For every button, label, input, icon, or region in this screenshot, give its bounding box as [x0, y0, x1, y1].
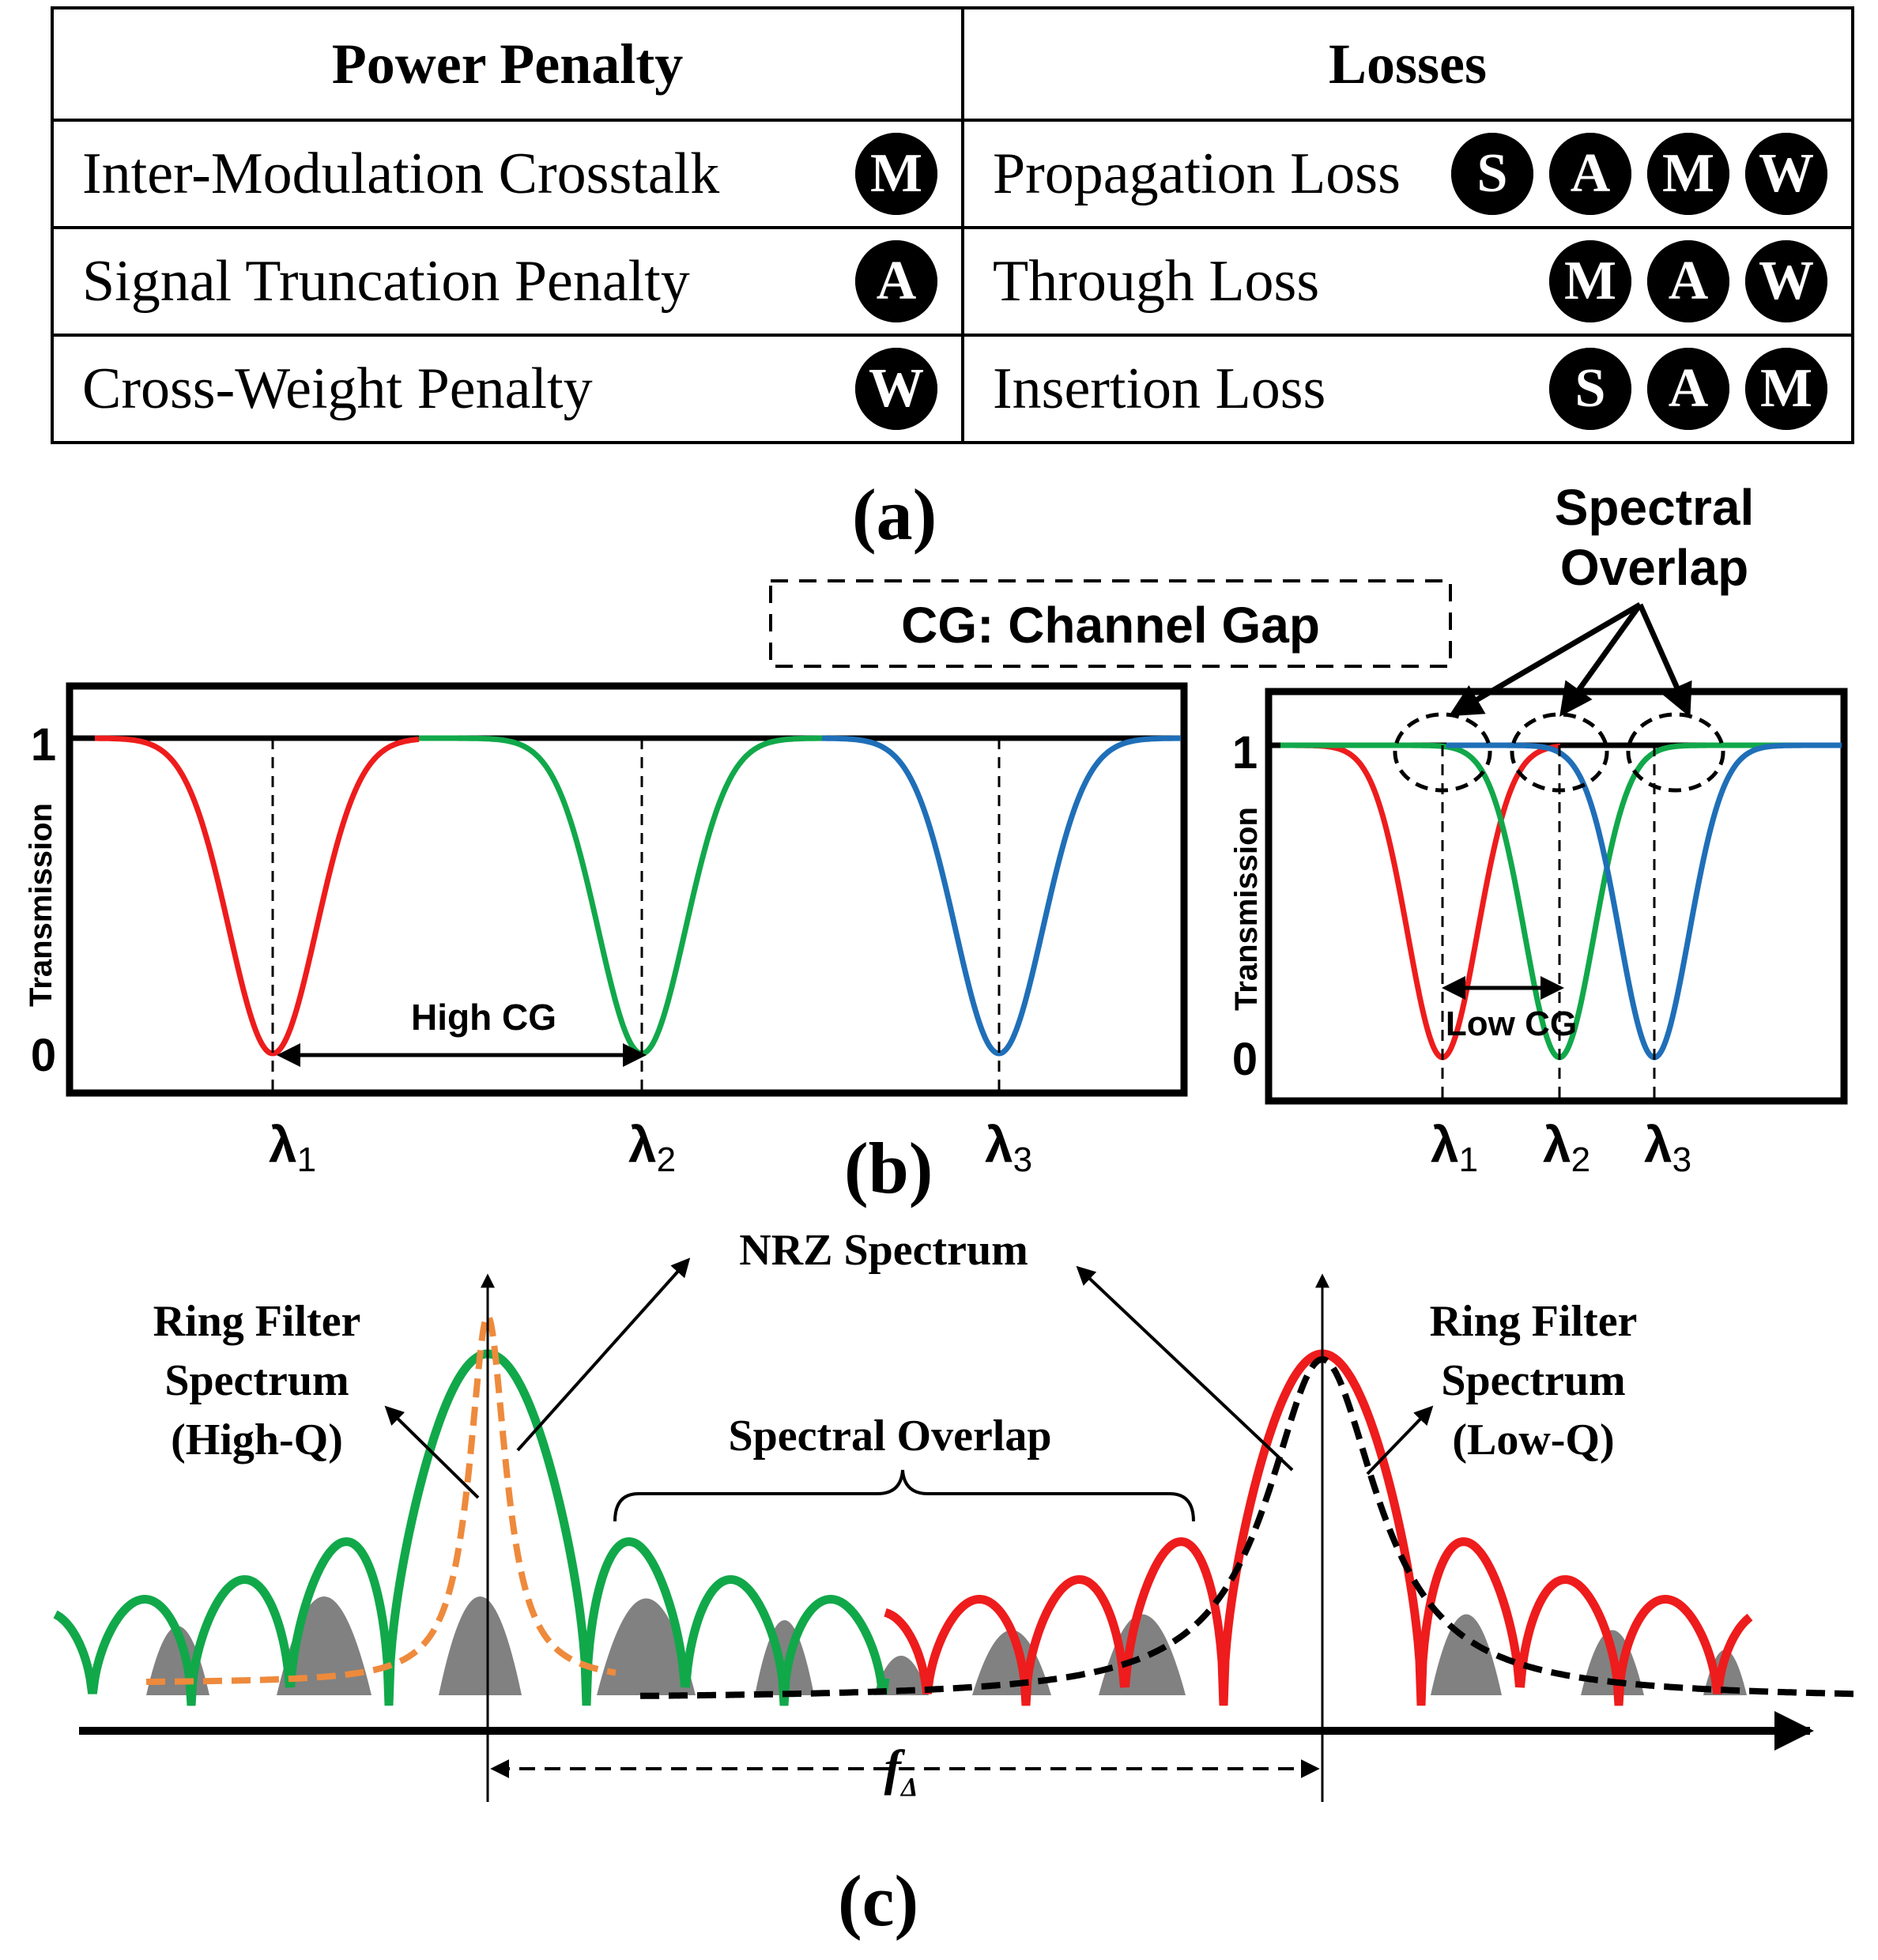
loss-label: Insertion Loss — [993, 356, 1326, 421]
overlap-ellipse-1 — [1393, 712, 1492, 793]
caption-b: (b) — [844, 1128, 933, 1208]
table-header-row: Power Penalty Losses — [51, 6, 1854, 122]
left-plot-frame — [66, 682, 1188, 1097]
ring-low-arrow — [1366, 1405, 1434, 1476]
right-curves — [1280, 742, 1842, 1061]
nrz-arrow-right — [1076, 1265, 1294, 1472]
ring-low-label-3: (Low-Q) — [1452, 1415, 1614, 1464]
ring-high-label-1: Ring Filter — [153, 1297, 361, 1346]
caption-c: (c) — [838, 1860, 919, 1941]
penalty-label: Inter-Modulation Crosstalk — [82, 141, 720, 206]
right-wavelength-labels: λ1 λ2 λ3 — [1431, 1116, 1691, 1179]
badge-icon: M — [1745, 348, 1827, 430]
penalty-label: Cross-Weight Penalty — [82, 356, 593, 421]
overlap-ellipse-2 — [1510, 712, 1609, 793]
right-lambda-2: λ2 — [1543, 1116, 1590, 1179]
right-dashes — [1441, 745, 1656, 1101]
loss-cell: Propagation Loss S A M W — [961, 119, 1854, 229]
left-lambda-3: λ3 — [985, 1116, 1032, 1179]
red-nrz-curve — [884, 1349, 1753, 1706]
legend-box — [769, 579, 1452, 668]
panel-c: fΔ NRZ Spectrum Ring Filter Spectrum (Hi… — [53, 1233, 1857, 1802]
overlap-fill-3 — [439, 1596, 522, 1695]
table-row: Signal Truncation Penalty A Through Loss M… — [51, 226, 1854, 337]
overlap-fill-9 — [1431, 1614, 1502, 1695]
penalty-cell: Cross-Weight Penalty W — [51, 334, 964, 444]
left-dashes — [271, 738, 1001, 1093]
left-notch-curve-3 — [822, 735, 1181, 1057]
high-q-filter-curve — [145, 1310, 617, 1686]
right-plot-frame — [1265, 688, 1848, 1105]
spectral-overlap-label-2: Overlap — [1560, 539, 1748, 596]
badge-icon: W — [855, 348, 937, 430]
overlap-arrow-2 — [1559, 602, 1642, 717]
badge-icon: W — [1745, 133, 1827, 215]
right-lambda-1: λ1 — [1431, 1116, 1478, 1179]
left-ytick-1: 1 — [31, 719, 56, 771]
overlap-ellipse-3 — [1626, 712, 1725, 793]
green-nrz-curve — [53, 1349, 890, 1706]
loss-label: Propagation Loss — [993, 141, 1401, 206]
high-cg-label: High CG — [411, 997, 556, 1038]
ring-high-label-2: Spectrum — [164, 1356, 349, 1405]
left-notch-curve-1 — [95, 735, 420, 1057]
nrz-arrow-left — [516, 1257, 691, 1452]
panel-b: CG: Channel Gap Spectral Overlap 1 0 Tra… — [24, 479, 1848, 1179]
overlap-arrow-3 — [1637, 603, 1692, 718]
badge-icon: M — [855, 133, 937, 215]
loss-label: Through Loss — [993, 248, 1320, 314]
badge-icon: W — [1745, 240, 1827, 322]
low-cg-label: Low CG — [1446, 1004, 1577, 1043]
left-curves — [95, 735, 1181, 1057]
ring-low-label-2: Spectrum — [1441, 1356, 1625, 1405]
left-ylabel: Transmission — [24, 803, 58, 1007]
badge-icon: A — [1647, 348, 1729, 430]
table-row: Inter-Modulation Crosstalk M Propagation … — [51, 119, 1854, 229]
right-ylabel: Transmission — [1229, 807, 1264, 1011]
loss-cell: Through Loss M A W — [961, 226, 1854, 337]
caption-a: (a) — [852, 474, 937, 555]
left-lambda-2: λ2 — [628, 1116, 676, 1179]
right-notch-curve-2 — [1280, 742, 1834, 1061]
badge-icon: A — [855, 240, 937, 322]
badge-icon: S — [1451, 133, 1533, 215]
right-ytick-1: 1 — [1232, 727, 1258, 778]
spectrum-curves — [53, 1310, 1857, 1706]
penalty-cell: Signal Truncation Penalty A — [51, 226, 964, 337]
spectral-overlap-c-label: Spectral Overlap — [728, 1412, 1051, 1461]
penalty-cell: Inter-Modulation Crosstalk M — [51, 119, 964, 229]
left-lambda-1: λ1 — [269, 1116, 316, 1179]
overlap-arrow-1 — [1448, 601, 1642, 717]
table-row: Cross-Weight Penalty W Insertion Loss S A M — [51, 334, 1854, 444]
nrz-spectrum-label: NRZ Spectrum — [739, 1233, 1028, 1275]
badge-icon: A — [1549, 133, 1631, 215]
header-losses: Losses — [961, 6, 1854, 122]
badge-icon: S — [1549, 348, 1631, 430]
badge-icon: M — [1647, 133, 1729, 215]
badge-icon: M — [1549, 240, 1631, 322]
f-delta-label: fΔ — [884, 1740, 918, 1802]
loss-cell: Insertion Loss S A M — [961, 334, 1854, 444]
left-ytick-0: 0 — [31, 1030, 56, 1081]
ring-high-arrow — [384, 1405, 480, 1499]
penalty-label: Signal Truncation Penalty — [82, 248, 690, 314]
left-notch-curve-2 — [419, 735, 822, 1057]
low-q-filter-curve — [639, 1356, 1857, 1699]
spectral-overlap-brace — [613, 1469, 1195, 1522]
legend-label: CG: Channel Gap — [901, 597, 1320, 654]
right-lambda-3: λ3 — [1644, 1116, 1691, 1179]
ring-high-label-3: (High-Q) — [171, 1415, 343, 1464]
right-notch-curve-3 — [1446, 742, 1842, 1061]
left-wavelength-labels: λ1 λ2 λ3 — [269, 1116, 1032, 1179]
penalty-loss-table: Power Penalty Losses Inter-Modulation Cr… — [51, 6, 1854, 444]
right-ytick-0: 0 — [1232, 1034, 1258, 1085]
ring-low-label-1: Ring Filter — [1430, 1297, 1638, 1346]
badge-icon: A — [1647, 240, 1729, 322]
header-power-penalty: Power Penalty — [51, 6, 964, 122]
spectral-overlap-label-1: Spectral — [1555, 479, 1755, 536]
